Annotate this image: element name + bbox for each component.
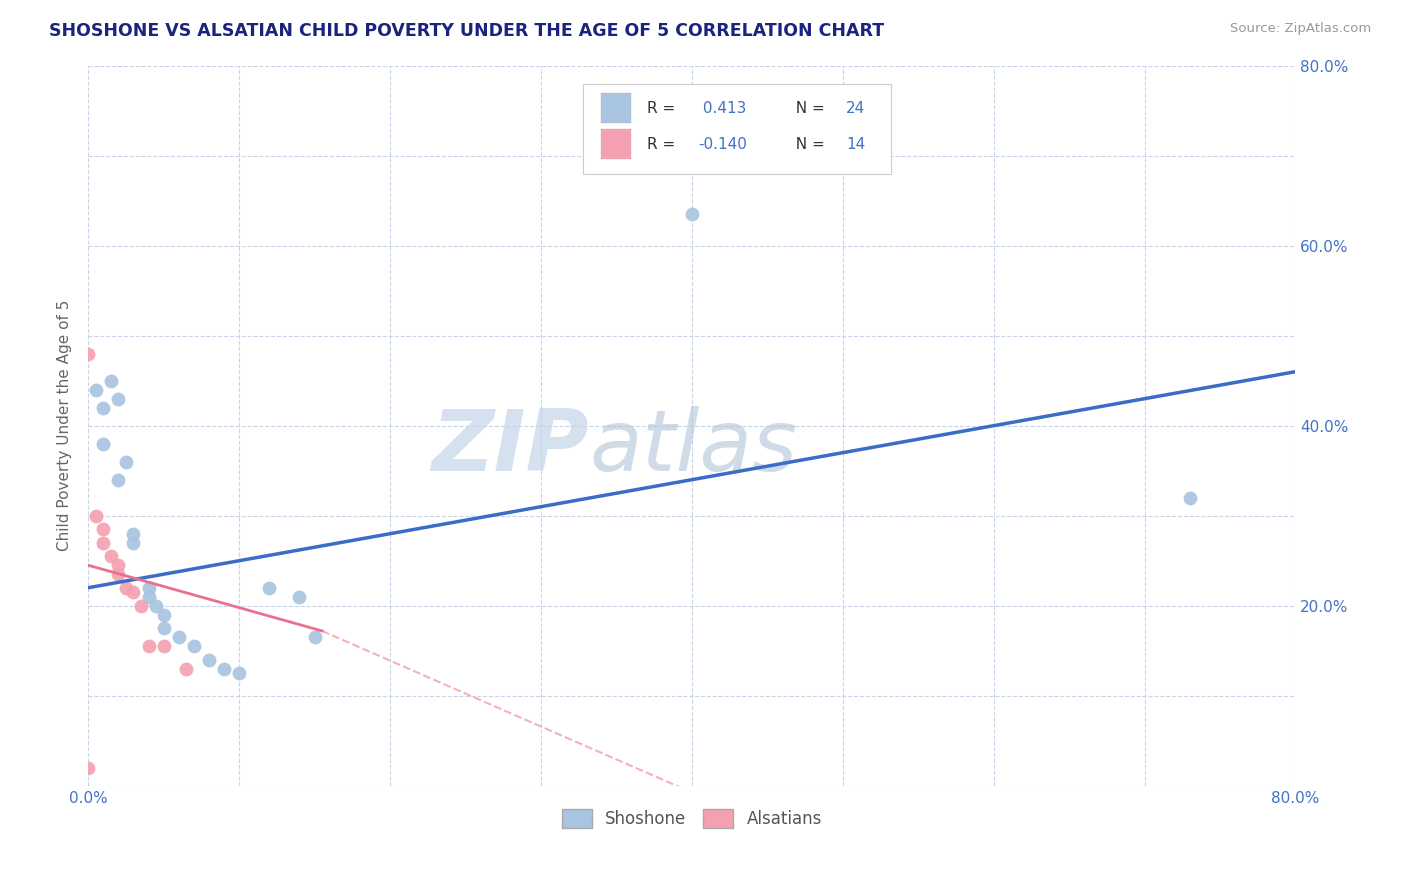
Text: R =: R = [647,136,681,152]
Point [288,590,311,604]
Point [212,662,235,676]
Point [138,581,160,595]
Point [198,653,221,667]
Point [122,585,145,599]
Text: ZIP: ZIP [432,406,589,489]
Text: 14: 14 [846,136,866,152]
Text: N =: N = [786,136,830,152]
Point [129,599,152,613]
Text: 0.413: 0.413 [697,101,747,116]
Point [100,549,122,564]
Text: N =: N = [786,101,830,116]
Point [152,639,174,653]
FancyBboxPatch shape [602,93,631,123]
Point [1178,491,1201,505]
Text: -0.140: -0.140 [697,136,747,152]
Point [107,473,129,487]
Text: SHOSHONE VS ALSATIAN CHILD POVERTY UNDER THE AGE OF 5 CORRELATION CHART: SHOSHONE VS ALSATIAN CHILD POVERTY UNDER… [49,22,884,40]
Point [145,599,167,613]
Point [84,383,107,397]
Point [91,436,114,450]
Text: 24: 24 [846,101,866,116]
Point [183,639,205,653]
Point [115,455,138,469]
Point [100,374,122,388]
Point [107,392,129,406]
Point [257,581,280,595]
Text: atlas: atlas [589,406,797,489]
Point [681,207,703,221]
Point [122,535,145,549]
Point [167,630,190,644]
Text: Source: ZipAtlas.com: Source: ZipAtlas.com [1230,22,1371,36]
Point [77,761,100,775]
Point [152,607,174,622]
Point [84,508,107,523]
FancyBboxPatch shape [602,129,631,160]
Point [138,590,160,604]
Legend: Shoshone, Alsatians: Shoshone, Alsatians [555,803,828,835]
Point [174,662,197,676]
Point [107,558,129,573]
Point [138,639,160,653]
Point [304,630,326,644]
Y-axis label: Child Poverty Under the Age of 5: Child Poverty Under the Age of 5 [58,300,72,551]
Point [107,567,129,582]
FancyBboxPatch shape [583,84,891,174]
Point [91,401,114,415]
Point [77,346,100,360]
Text: R =: R = [647,101,681,116]
Point [122,526,145,541]
Point [115,581,138,595]
Point [91,535,114,549]
Point [152,621,174,635]
Point [91,522,114,536]
Point [228,666,250,681]
